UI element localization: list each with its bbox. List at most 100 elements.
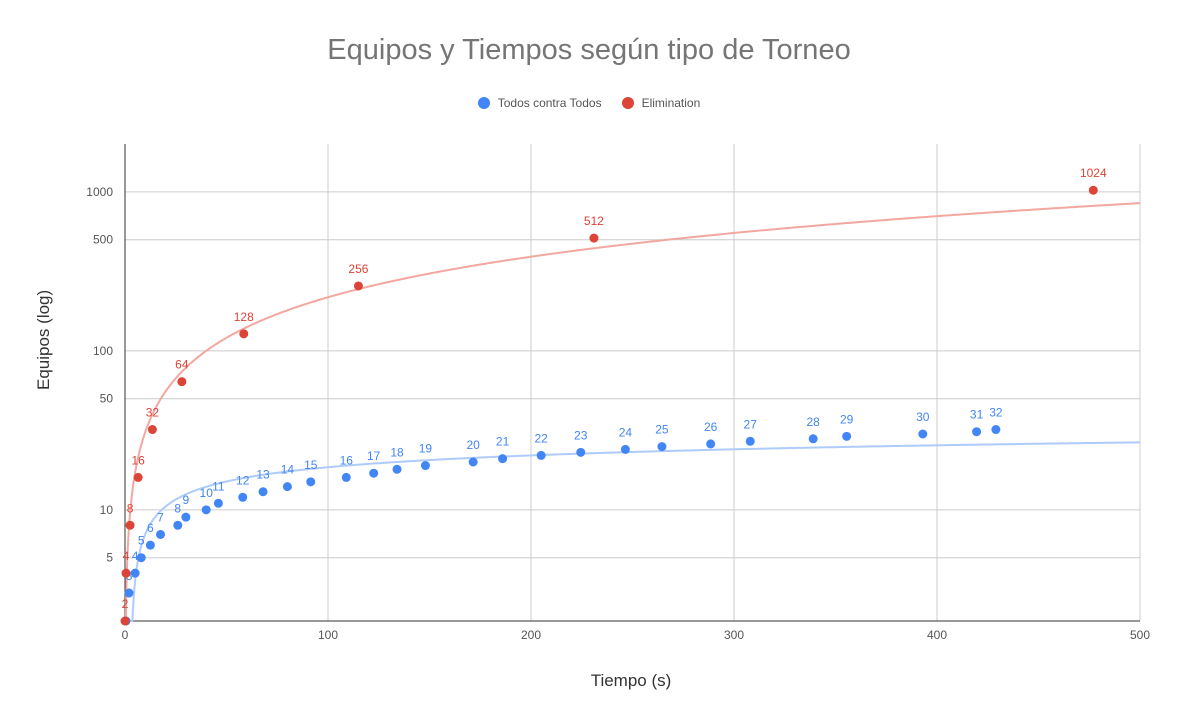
y-tick-label: 100 — [93, 344, 113, 358]
data-label-elimination: 16 — [132, 453, 146, 467]
data-point-todos-contra-todos — [369, 468, 379, 478]
y-axis-title: Equipos (log) — [34, 289, 53, 390]
data-point-elimination — [121, 568, 131, 578]
data-point-todos-contra-todos — [536, 450, 546, 460]
data-label-todos-contra-todos: 12 — [236, 473, 250, 487]
data-point-todos-contra-todos — [842, 431, 852, 441]
x-tick-label: 500 — [1130, 628, 1150, 642]
data-label-todos-contra-todos: 7 — [157, 510, 164, 524]
data-label-todos-contra-todos: 21 — [496, 435, 510, 449]
data-point-todos-contra-todos — [468, 457, 478, 467]
data-point-todos-contra-todos — [238, 492, 248, 502]
x-tick-label: 0 — [122, 628, 129, 642]
data-label-todos-contra-todos: 9 — [183, 493, 190, 507]
data-point-todos-contra-todos — [745, 436, 755, 446]
data-point-todos-contra-todos — [918, 429, 928, 439]
data-point-todos-contra-todos — [498, 454, 508, 464]
data-label-todos-contra-todos: 28 — [806, 415, 820, 429]
data-label-elimination: 128 — [234, 310, 254, 324]
data-label-todos-contra-todos: 10 — [200, 486, 214, 500]
data-label-todos-contra-todos: 8 — [174, 501, 181, 515]
data-point-todos-contra-todos — [282, 482, 292, 492]
y-tick-label: 10 — [100, 503, 114, 517]
data-label-todos-contra-todos: 17 — [367, 449, 381, 463]
data-label-elimination: 64 — [175, 358, 189, 372]
data-label-elimination: 4 — [123, 549, 130, 563]
data-point-todos-contra-todos — [213, 498, 223, 508]
data-label-todos-contra-todos: 14 — [281, 463, 295, 477]
x-tick-label: 100 — [318, 628, 338, 642]
data-point-elimination — [147, 425, 157, 435]
data-point-elimination — [125, 520, 135, 530]
legend-item-elimination[interactable]: Elimination — [621, 96, 701, 110]
data-label-todos-contra-todos: 31 — [970, 408, 984, 422]
x-tick-label: 200 — [521, 628, 541, 642]
data-point-elimination — [177, 377, 187, 387]
data-label-todos-contra-todos: 4 — [132, 549, 139, 563]
data-label-todos-contra-todos: 18 — [390, 445, 404, 459]
data-point-todos-contra-todos — [657, 442, 667, 452]
data-label-todos-contra-todos: 29 — [840, 412, 854, 426]
data-point-todos-contra-todos — [341, 472, 351, 482]
legend-item-todos-contra-todos[interactable]: Todos contra Todos — [477, 96, 602, 110]
data-label-todos-contra-todos: 23 — [574, 428, 588, 442]
data-label-elimination: 256 — [348, 262, 368, 276]
chart-title: Equipos y Tiempos según tipo de Torneo — [327, 34, 851, 66]
legend-label: Elimination — [641, 96, 701, 110]
data-point-elimination — [239, 329, 249, 339]
data-point-elimination — [120, 616, 130, 626]
chart-legend: Todos contra Todos Elimination — [0, 96, 1178, 110]
trendline-todos-contra-todos — [130, 441, 1141, 622]
data-point-todos-contra-todos — [991, 425, 1001, 435]
data-label-elimination: 32 — [146, 406, 160, 420]
data-point-elimination — [589, 233, 599, 243]
data-label-elimination: 512 — [584, 214, 604, 228]
data-point-todos-contra-todos — [620, 444, 630, 454]
data-label-todos-contra-todos: 25 — [655, 423, 669, 437]
trendline-elimination — [124, 202, 1141, 622]
legend-marker-blue — [477, 97, 490, 109]
legend-marker-red — [621, 97, 634, 109]
data-point-todos-contra-todos — [173, 520, 183, 530]
x-axis-title: Tiempo (s) — [590, 671, 672, 690]
data-point-todos-contra-todos — [808, 434, 818, 444]
data-point-todos-contra-todos — [420, 461, 430, 471]
data-label-todos-contra-todos: 19 — [419, 442, 433, 456]
data-point-elimination — [133, 472, 143, 482]
data-point-todos-contra-todos — [258, 487, 268, 497]
data-point-elimination — [1088, 185, 1098, 195]
data-point-todos-contra-todos — [201, 505, 211, 515]
y-tick-label: 5 — [106, 551, 113, 565]
data-point-todos-contra-todos — [181, 512, 191, 522]
data-point-elimination — [353, 281, 363, 291]
data-label-todos-contra-todos: 22 — [534, 431, 548, 445]
data-point-todos-contra-todos — [392, 464, 402, 474]
data-point-todos-contra-todos — [145, 540, 155, 550]
y-tick-label: 50 — [100, 392, 114, 406]
data-label-todos-contra-todos: 24 — [619, 425, 633, 439]
data-label-todos-contra-todos: 16 — [340, 453, 354, 467]
data-label-todos-contra-todos: 5 — [138, 534, 145, 548]
data-label-todos-contra-todos: 20 — [466, 438, 480, 452]
x-tick-label: 300 — [724, 628, 744, 642]
data-label-todos-contra-todos: 30 — [916, 410, 930, 424]
data-label-todos-contra-todos: 32 — [989, 406, 1003, 420]
data-point-todos-contra-todos — [130, 568, 140, 578]
data-label-elimination: 8 — [127, 501, 134, 515]
data-label-todos-contra-todos: 15 — [304, 458, 318, 472]
data-point-todos-contra-todos — [972, 427, 982, 437]
data-point-todos-contra-todos — [306, 477, 316, 487]
data-point-todos-contra-todos — [706, 439, 716, 449]
data-label-todos-contra-todos: 13 — [256, 468, 270, 482]
data-label-todos-contra-todos: 27 — [744, 417, 758, 431]
data-label-todos-contra-todos: 26 — [704, 420, 718, 434]
data-label-todos-contra-todos: 11 — [212, 479, 225, 493]
data-label-elimination: 2 — [122, 597, 129, 611]
data-point-todos-contra-todos — [124, 588, 134, 598]
y-tick-label: 500 — [93, 233, 113, 247]
data-label-todos-contra-todos: 6 — [147, 521, 154, 535]
y-tick-label: 1000 — [86, 185, 113, 199]
data-point-todos-contra-todos — [576, 447, 586, 457]
data-label-elimination: 1024 — [1080, 166, 1107, 180]
